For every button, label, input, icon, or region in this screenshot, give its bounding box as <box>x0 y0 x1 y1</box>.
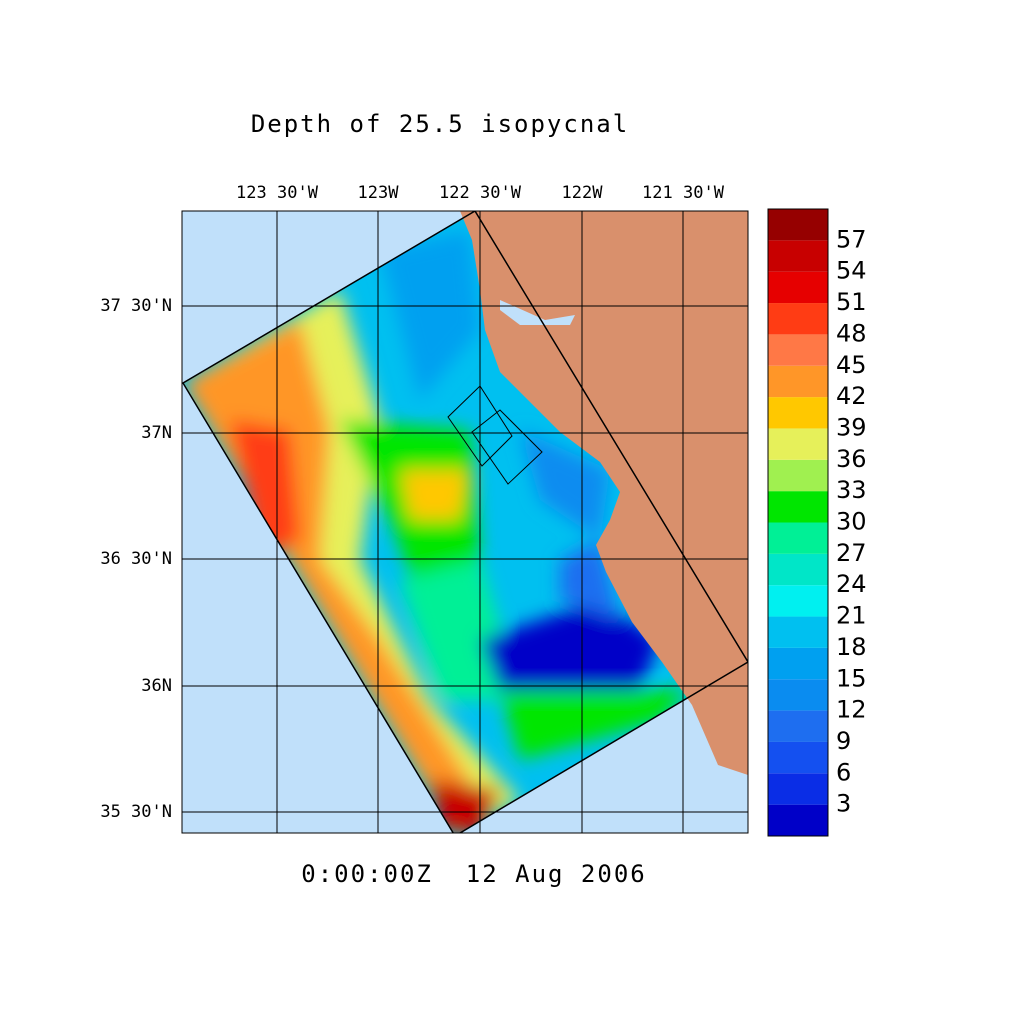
colorbar-label: 36 <box>836 445 867 473</box>
colorbar-box <box>768 365 828 398</box>
colorbar-box <box>768 710 828 742</box>
colorbar-label: 33 <box>836 476 867 504</box>
colorbar-box <box>768 271 828 304</box>
colorbar-label: 45 <box>836 351 867 379</box>
colorbar-box <box>768 303 828 335</box>
lon-label: 123W <box>358 183 400 203</box>
map-frame <box>181 210 749 834</box>
colorbar-label: 18 <box>836 633 867 661</box>
colorbar-label: 30 <box>836 508 867 536</box>
colorbar-box <box>768 459 828 492</box>
colorbar-label: 9 <box>836 727 851 755</box>
graticule: 123 30'W 123W 122 30'W 122W 121 30'W 37 30'N 3… <box>100 183 748 833</box>
colorbar-box <box>768 616 828 648</box>
colorbar-label: 15 <box>836 664 867 692</box>
colorbar-label: 39 <box>836 413 867 441</box>
colorbar-label: 51 <box>836 288 867 316</box>
lat-label: 37N <box>141 423 172 443</box>
colorbar-label: 54 <box>836 257 867 285</box>
lat-label: 37 30'N <box>100 296 172 316</box>
colorbar-frame <box>767 208 829 837</box>
colorbar-label: 6 <box>836 758 851 786</box>
colorbar-label: 42 <box>836 382 867 410</box>
colorbar-label: 24 <box>836 570 867 598</box>
colorbar-box <box>768 491 828 523</box>
time-label: 0:00:00Z 12 Aug 2006 <box>301 860 646 888</box>
lat-label: 36 30'N <box>100 549 172 569</box>
lon-label: 121 30'W <box>642 183 725 203</box>
colorbar-label: 3 <box>836 790 851 818</box>
lon-label: 123 30'W <box>236 183 319 203</box>
colorbar-box <box>768 209 828 241</box>
colorbar-box <box>768 741 828 774</box>
lat-label: 35 30'N <box>100 802 172 822</box>
colorbar-box <box>768 773 828 805</box>
colorbar-box <box>768 240 828 272</box>
colorbar-label: 21 <box>836 602 867 630</box>
lat-label: 36N <box>141 676 172 696</box>
map-title: Depth of 25.5 isopycnal <box>251 110 629 138</box>
colorbar-box <box>768 679 828 711</box>
nest-outline <box>447 385 513 467</box>
bay <box>500 300 575 325</box>
colorbar-label: 48 <box>836 319 867 347</box>
colorbar-box <box>768 397 828 429</box>
nest-outline <box>471 409 543 485</box>
colorbar-box <box>768 428 828 460</box>
colorbar-label: 57 <box>836 225 867 253</box>
colorbar-label: 27 <box>836 539 867 567</box>
lon-label: 122 30'W <box>439 183 522 203</box>
lon-label: 122W <box>562 183 604 203</box>
colorbar-box <box>768 522 828 554</box>
land <box>460 211 748 775</box>
colorbar-box <box>768 647 828 680</box>
map-area <box>182 211 748 833</box>
colorbar-box <box>768 553 828 586</box>
colorbar-label: 12 <box>836 696 867 724</box>
colorbar-box <box>768 334 828 366</box>
colorbar-box <box>768 804 828 836</box>
colorbar-box <box>768 585 828 617</box>
